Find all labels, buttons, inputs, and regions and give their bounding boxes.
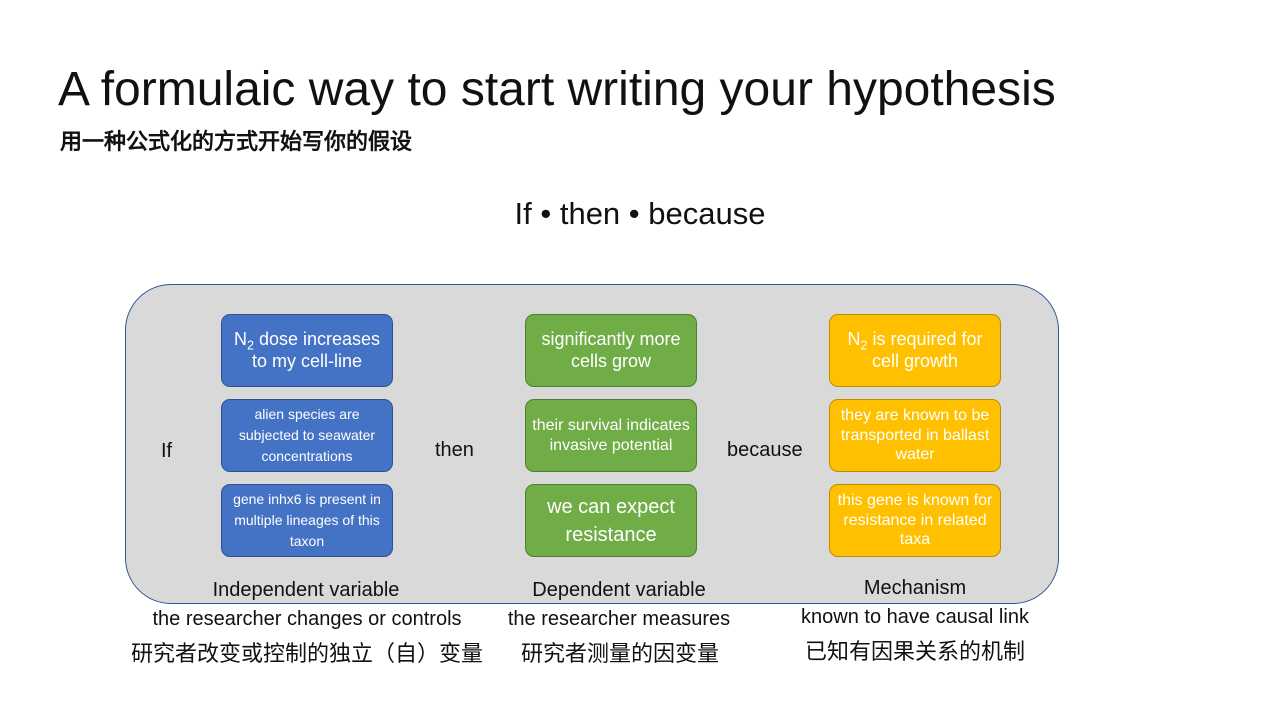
dependent-description: the researcher measures	[507, 608, 731, 630]
dependent-box-3-text: we can expect resistance	[547, 495, 675, 546]
dependent-description-zh: 研究者测量的因变量	[520, 641, 719, 666]
mechanism-label: Mechanism	[863, 577, 967, 599]
independent-box-1-text: N2 dose increases to my cell-line	[233, 328, 381, 371]
dependent-box-2: their survival indicates invasive potent…	[525, 399, 697, 472]
independent-description: the researcher changes or controls	[152, 608, 462, 630]
dependent-box-1: significantly more cells grow	[525, 314, 697, 387]
slide-title: A formulaic way to start writing your hy…	[58, 63, 1056, 116]
if-connector: If	[161, 440, 173, 462]
dependent-box-2-text: their survival indicates invasive potent…	[532, 416, 690, 454]
mechanism-description: known to have causal link	[801, 606, 1029, 628]
mechanism-box-3: this gene is known for resistance in rel…	[829, 484, 1001, 557]
mechanism-box-2: they are known to be transported in ball…	[829, 399, 1001, 472]
independent-box-3-text: gene inhx6 is present in multiple lineag…	[233, 491, 381, 549]
dependent-box-3: we can expect resistance	[525, 484, 697, 557]
independent-description-zh: 研究者改变或控制的独立（自）变量	[130, 641, 483, 666]
dependent-box-1-text: significantly more cells grow	[541, 328, 681, 371]
mechanism-box-1-text: N2 is required for cell growth	[847, 328, 983, 371]
because-connector: because	[727, 439, 803, 461]
hypothesis-formula: If • then • because	[514, 196, 766, 231]
slide-subtitle: 用一种公式化的方式开始写你的假设	[60, 129, 413, 154]
independent-box-3: gene inhx6 is present in multiple lineag…	[221, 484, 393, 557]
independent-label: Independent variable	[212, 579, 400, 601]
then-connector: then	[435, 439, 474, 461]
dependent-label: Dependent variable	[532, 579, 706, 601]
mechanism-description-zh: 已知有因果关系的机制	[804, 639, 1025, 664]
independent-box-2-text: alien species are subjected to seawater …	[238, 406, 376, 464]
independent-box-2: alien species are subjected to seawater …	[221, 399, 393, 472]
mechanism-box-1: N2 is required for cell growth	[829, 314, 1001, 387]
mechanism-box-3-text: this gene is known for resistance in rel…	[837, 492, 993, 549]
mechanism-box-2-text: they are known to be transported in ball…	[840, 407, 990, 464]
independent-box-1: N2 dose increases to my cell-line	[221, 314, 393, 387]
